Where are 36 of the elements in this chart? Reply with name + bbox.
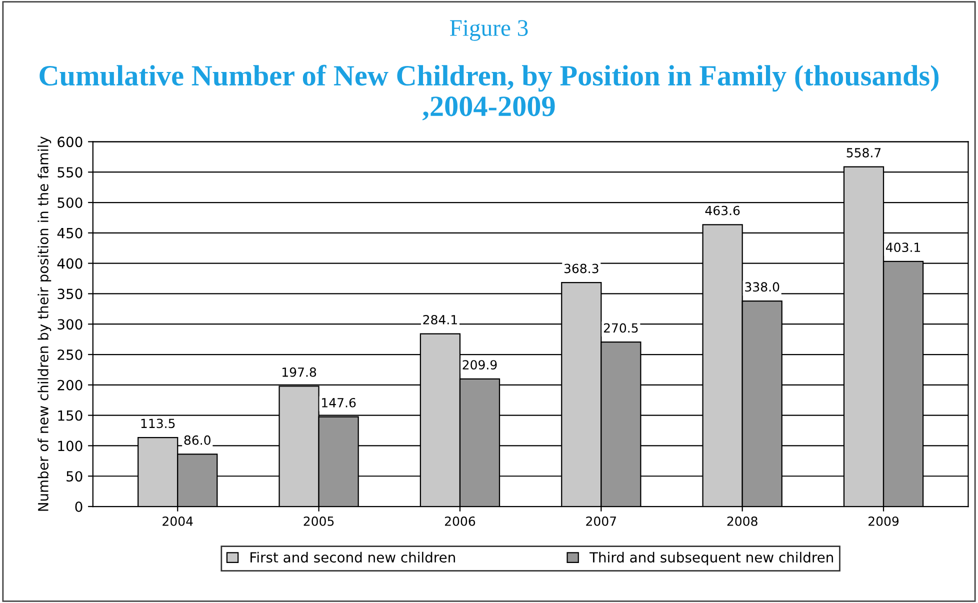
- y-tick-label: 100: [58, 440, 82, 452]
- chart-subtitle: Cumulative Number of New Children, by Position in Family (thousands) ,2004-2009: [40, 64, 939, 120]
- y-tick-label: 150: [58, 410, 82, 421]
- data-label: 270.5: [604, 323, 638, 333]
- y-axis-title: Number of new children by their position in the family: [38, 136, 52, 511]
- y-tick-label: 500: [58, 197, 82, 208]
- y-tick-label: 200: [58, 380, 82, 390]
- y-tick-label: 400: [57, 258, 82, 269]
- data-label: 147.6: [322, 398, 356, 408]
- x-tick-label: 2004: [162, 516, 193, 526]
- y-tick-label: 600: [58, 136, 82, 148]
- data-label: 86.0: [184, 435, 210, 445]
- y-tick-label: 0: [75, 501, 82, 512]
- data-label: 113.5: [141, 418, 175, 428]
- y-tick-label: 550: [58, 167, 82, 178]
- data-label: 368.3: [564, 264, 598, 274]
- y-tick-label: 50: [66, 471, 82, 482]
- legend-label: Third and subsequent new children: [589, 552, 833, 566]
- x-tick-label: 2005: [304, 516, 334, 526]
- data-label: 463.6: [705, 206, 740, 216]
- data-label: 558.7: [846, 148, 881, 158]
- x-tick-label: 2007: [586, 516, 616, 526]
- data-label: 403.1: [886, 242, 920, 252]
- y-tick-label: 450: [57, 228, 82, 238]
- data-label: 338.0: [745, 282, 780, 292]
- x-tick-label: 2006: [444, 516, 476, 526]
- data-label: 197.8: [282, 367, 316, 377]
- y-tick-label: 300: [58, 319, 82, 330]
- x-tick-label: 2009: [868, 516, 899, 526]
- x-tick-label: 2008: [727, 516, 758, 526]
- y-tick-label: 250: [58, 349, 82, 360]
- data-label: 284.1: [423, 314, 457, 324]
- y-tick-label: 350: [58, 288, 82, 300]
- data-label: 209.9: [462, 360, 497, 370]
- chart-title: Figure 3: [450, 20, 528, 41]
- legend-label: First and second new children: [250, 552, 455, 563]
